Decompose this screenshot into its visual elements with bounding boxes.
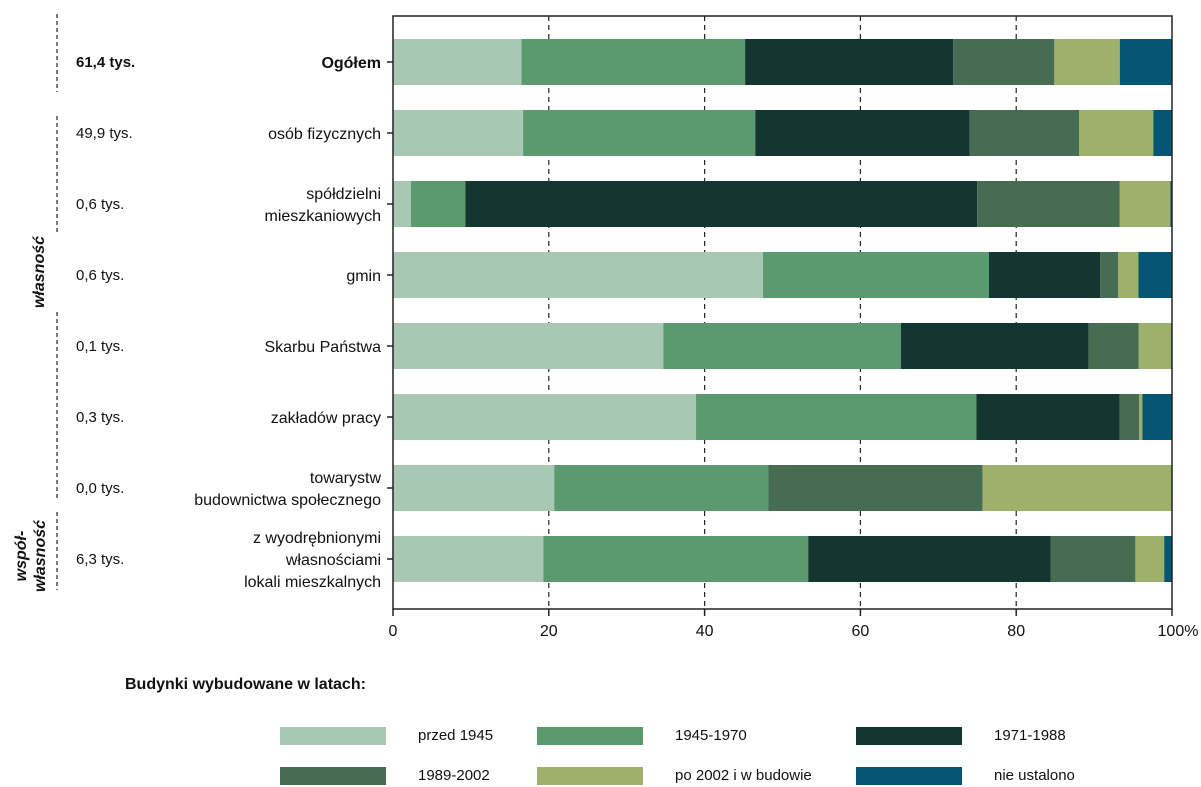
bar-segment — [523, 110, 756, 156]
legend-title: Budynki wybudowane w latach: — [125, 676, 366, 693]
bar-segment — [755, 110, 970, 156]
bar-segment — [900, 323, 1089, 369]
bar-segment — [393, 323, 664, 369]
category-label: zakładów pracy — [271, 410, 381, 427]
count-label: 0,0 tys. — [76, 480, 124, 497]
bar-segment — [521, 39, 746, 85]
bar-segment — [1138, 323, 1172, 369]
legend-swatch — [537, 767, 643, 785]
group-label: współ-własność — [13, 520, 49, 592]
x-tick-label: 0 — [389, 623, 398, 640]
bar-segment — [808, 536, 1051, 582]
bar-segment — [768, 465, 983, 511]
bar-segment — [1142, 394, 1172, 440]
bar-segment — [1119, 39, 1172, 85]
category-label: gmin — [346, 268, 381, 285]
legend-label: przed 1945 — [418, 727, 494, 744]
bar-segment — [976, 394, 1120, 440]
bar-segment — [465, 181, 978, 227]
stacked-bar-chart: 0 20 40 60 80 100% Ogółem osób fizycznych spółdz… — [13, 14, 1199, 640]
legend-swatch — [280, 727, 386, 745]
bar-segment — [953, 39, 1055, 85]
bar-segment — [1079, 110, 1154, 156]
bar-segment — [1050, 536, 1136, 582]
bar-segment — [543, 536, 809, 582]
category-label: z wyodrębnionymi własnościami lokali miesz… — [244, 530, 381, 591]
legend-swatch — [856, 767, 962, 785]
category-label: spółdzielni mieszkaniowych — [265, 186, 381, 225]
bar-segment — [393, 110, 524, 156]
bar-segment — [554, 465, 769, 511]
bar-segment — [393, 536, 544, 582]
bar-segment — [982, 465, 1172, 511]
bar-segment — [393, 181, 411, 227]
count-label: 61,4 tys. — [76, 54, 135, 71]
bar-segment — [1119, 181, 1171, 227]
category-label: towarystw budownictwa społecznego — [194, 470, 381, 509]
bar-segment — [393, 39, 522, 85]
legend-label: 1971-1988 — [994, 727, 1066, 744]
bar-segment — [988, 252, 1101, 298]
bar-segment — [1054, 39, 1120, 85]
bar-segment — [977, 181, 1120, 227]
bar-segment — [410, 181, 466, 227]
legend-swatch — [280, 767, 386, 785]
legend-swatch — [537, 727, 643, 745]
legend-swatch — [856, 727, 962, 745]
bar-segment — [393, 252, 764, 298]
bar-segment — [393, 465, 555, 511]
count-label: 49,9 tys. — [76, 125, 133, 142]
bar-segment — [663, 323, 901, 369]
bar-segment — [745, 39, 954, 85]
bar-segment — [1164, 536, 1172, 582]
bar-segment — [1139, 394, 1143, 440]
count-label: 0,6 tys. — [76, 196, 124, 213]
plot-frame — [392, 15, 1173, 610]
category-label: Skarbu Państwa — [264, 339, 381, 356]
group-label: własność — [31, 236, 48, 308]
legend-label: po 2002 i w budowie — [675, 767, 812, 784]
bar-segment — [1170, 181, 1172, 227]
bar-segment — [1118, 252, 1139, 298]
legend-label: 1989-2002 — [418, 767, 490, 784]
bar-segment — [1088, 323, 1139, 369]
count-label: 6,3 tys. — [76, 551, 124, 568]
bar-segment — [1100, 252, 1119, 298]
bar-segment — [696, 394, 977, 440]
bar-segment — [1119, 394, 1140, 440]
category-label: osób fizycznych — [268, 126, 381, 143]
bar-segment — [1135, 536, 1165, 582]
x-tick-label: 100% — [1158, 623, 1199, 640]
bar-segment — [763, 252, 989, 298]
bar-segment — [1138, 252, 1172, 298]
count-label: 0,1 tys. — [76, 338, 124, 355]
count-label: 0,6 tys. — [76, 267, 124, 284]
bar-segment — [393, 394, 697, 440]
x-tick-label: 20 — [540, 623, 558, 640]
category-label: Ogółem — [321, 55, 381, 72]
x-tick-label: 40 — [696, 623, 714, 640]
count-label: 0,3 tys. — [76, 409, 124, 426]
x-tick-label: 60 — [852, 623, 870, 640]
bar-segment — [969, 110, 1080, 156]
x-tick-label: 80 — [1007, 623, 1025, 640]
bar-segment — [1153, 110, 1172, 156]
legend-label: nie ustalono — [994, 767, 1075, 784]
legend-label: 1945-1970 — [675, 727, 747, 744]
